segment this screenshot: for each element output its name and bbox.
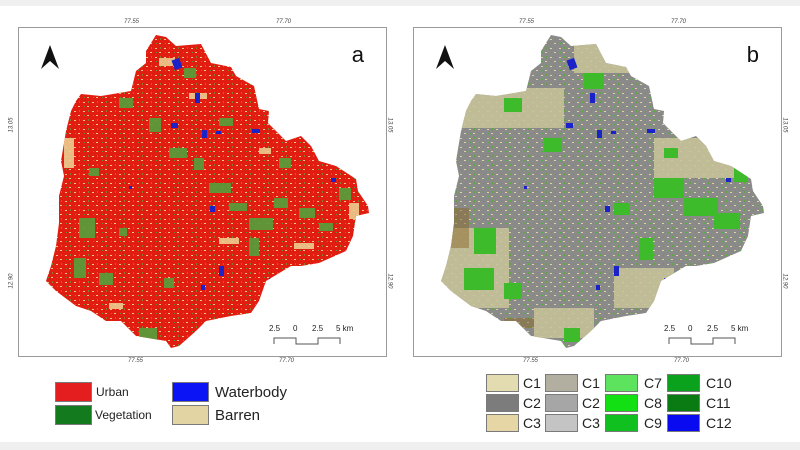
bottom-tick-a-1: 77.55 — [128, 358, 144, 364]
legend-item-c2a: C2 — [486, 394, 541, 412]
legend-swatch — [172, 405, 209, 425]
right-tick-a-2: 12.90 — [386, 273, 393, 289]
bottom-tick-b-1: 77.55 — [523, 358, 539, 364]
legend-swatch — [545, 374, 578, 392]
scale-label: 2.5 — [312, 324, 324, 333]
bottom-border-strip — [0, 442, 800, 450]
legend-swatch — [486, 374, 519, 392]
panel-label-b: b — [746, 42, 759, 67]
legend-label: C2 — [523, 395, 541, 411]
top-tick-b-1: 77.55 — [519, 19, 535, 25]
legend-item-c10: C10 — [667, 374, 732, 392]
legend-swatch — [605, 374, 638, 392]
legend-item-c2b: C2 — [545, 394, 600, 412]
legend-label: C8 — [644, 395, 662, 411]
legend-item-c8: C8 — [605, 394, 662, 412]
left-tick-a-2: 12.90 — [8, 273, 15, 289]
legend-item-waterbody: Waterbody — [172, 382, 287, 402]
scale-label: 5 km — [336, 324, 354, 333]
legend-label: C9 — [644, 415, 662, 431]
legend-label: C7 — [644, 375, 662, 391]
legend-item-urban: Urban — [55, 382, 129, 402]
legend-swatch — [605, 394, 638, 412]
top-border-strip — [0, 0, 800, 6]
land-cover-map-b — [441, 35, 764, 348]
legend-label: C3 — [523, 415, 541, 431]
legend-item-barren: Barren — [172, 405, 260, 425]
legend-swatch — [667, 414, 700, 432]
legend-label: Waterbody — [215, 383, 287, 401]
scale-label: 0 — [293, 324, 298, 333]
top-tick-a-1: 77.55 — [124, 19, 140, 25]
legend-swatch — [667, 374, 700, 392]
legend-item-c11: C11 — [667, 394, 731, 412]
legend-label: C10 — [706, 375, 732, 391]
land-cover-map-a — [46, 35, 369, 348]
legend-swatch — [55, 405, 92, 425]
right-tick-b-2: 12.90 — [781, 273, 788, 289]
north-arrow-icon-b — [436, 45, 454, 69]
legend-item-c7: C7 — [605, 374, 662, 392]
legend-label: C12 — [706, 415, 732, 431]
bottom-tick-b-2: 77.70 — [674, 358, 690, 364]
legend-label: Vegetation — [95, 408, 152, 422]
top-tick-b-2: 77.70 — [671, 19, 687, 25]
legend-item-c1a: C1 — [486, 374, 541, 392]
legend-swatch — [545, 394, 578, 412]
scale-label: 2.5 — [269, 324, 281, 333]
legend-item-c1b: C1 — [545, 374, 600, 392]
north-arrow-icon-a — [41, 45, 59, 69]
map-panel-a: a 2.5 0 2.5 5 km — [18, 27, 387, 357]
legend-label: C11 — [706, 395, 731, 411]
legend-item-vegetation: Vegetation — [55, 405, 152, 425]
legend-item-c12: C12 — [667, 414, 732, 432]
legend-label: C1 — [582, 375, 600, 391]
scale-bar-a: 2.5 0 2.5 5 km — [269, 324, 379, 354]
scale-label: 2.5 — [707, 324, 719, 333]
left-tick-a-1: 13.05 — [8, 117, 15, 133]
legend-swatch — [545, 414, 578, 432]
legend-item-c9: C9 — [605, 414, 662, 432]
bottom-tick-a-2: 77.70 — [279, 358, 295, 364]
legend-swatch — [667, 394, 700, 412]
legend-swatch — [605, 414, 638, 432]
panel-label-a: a — [351, 42, 364, 67]
scale-bar-b: 2.5 0 2.5 5 km — [664, 324, 774, 354]
map-panel-b: b 2.5 0 2.5 5 km — [413, 27, 782, 357]
top-tick-a-2: 77.70 — [276, 19, 292, 25]
legend-item-c3b: C3 — [545, 414, 600, 432]
legend-swatch — [55, 382, 92, 402]
scale-label: 2.5 — [664, 324, 676, 333]
legend-swatch — [486, 414, 519, 432]
legend-label: Barren — [215, 406, 261, 424]
legend-label: C3 — [582, 415, 600, 431]
legend-label: C1 — [523, 375, 541, 391]
scale-label: 0 — [688, 324, 693, 333]
legend-label: C2 — [582, 395, 600, 411]
right-tick-a-1: 13.05 — [386, 117, 393, 133]
legend-swatch — [172, 382, 209, 402]
right-tick-b-1: 13.05 — [781, 117, 788, 133]
legend-item-c3a: C3 — [486, 414, 541, 432]
scale-label: 5 km — [731, 324, 749, 333]
legend-swatch — [486, 394, 519, 412]
legend-label: Urban — [96, 385, 129, 399]
